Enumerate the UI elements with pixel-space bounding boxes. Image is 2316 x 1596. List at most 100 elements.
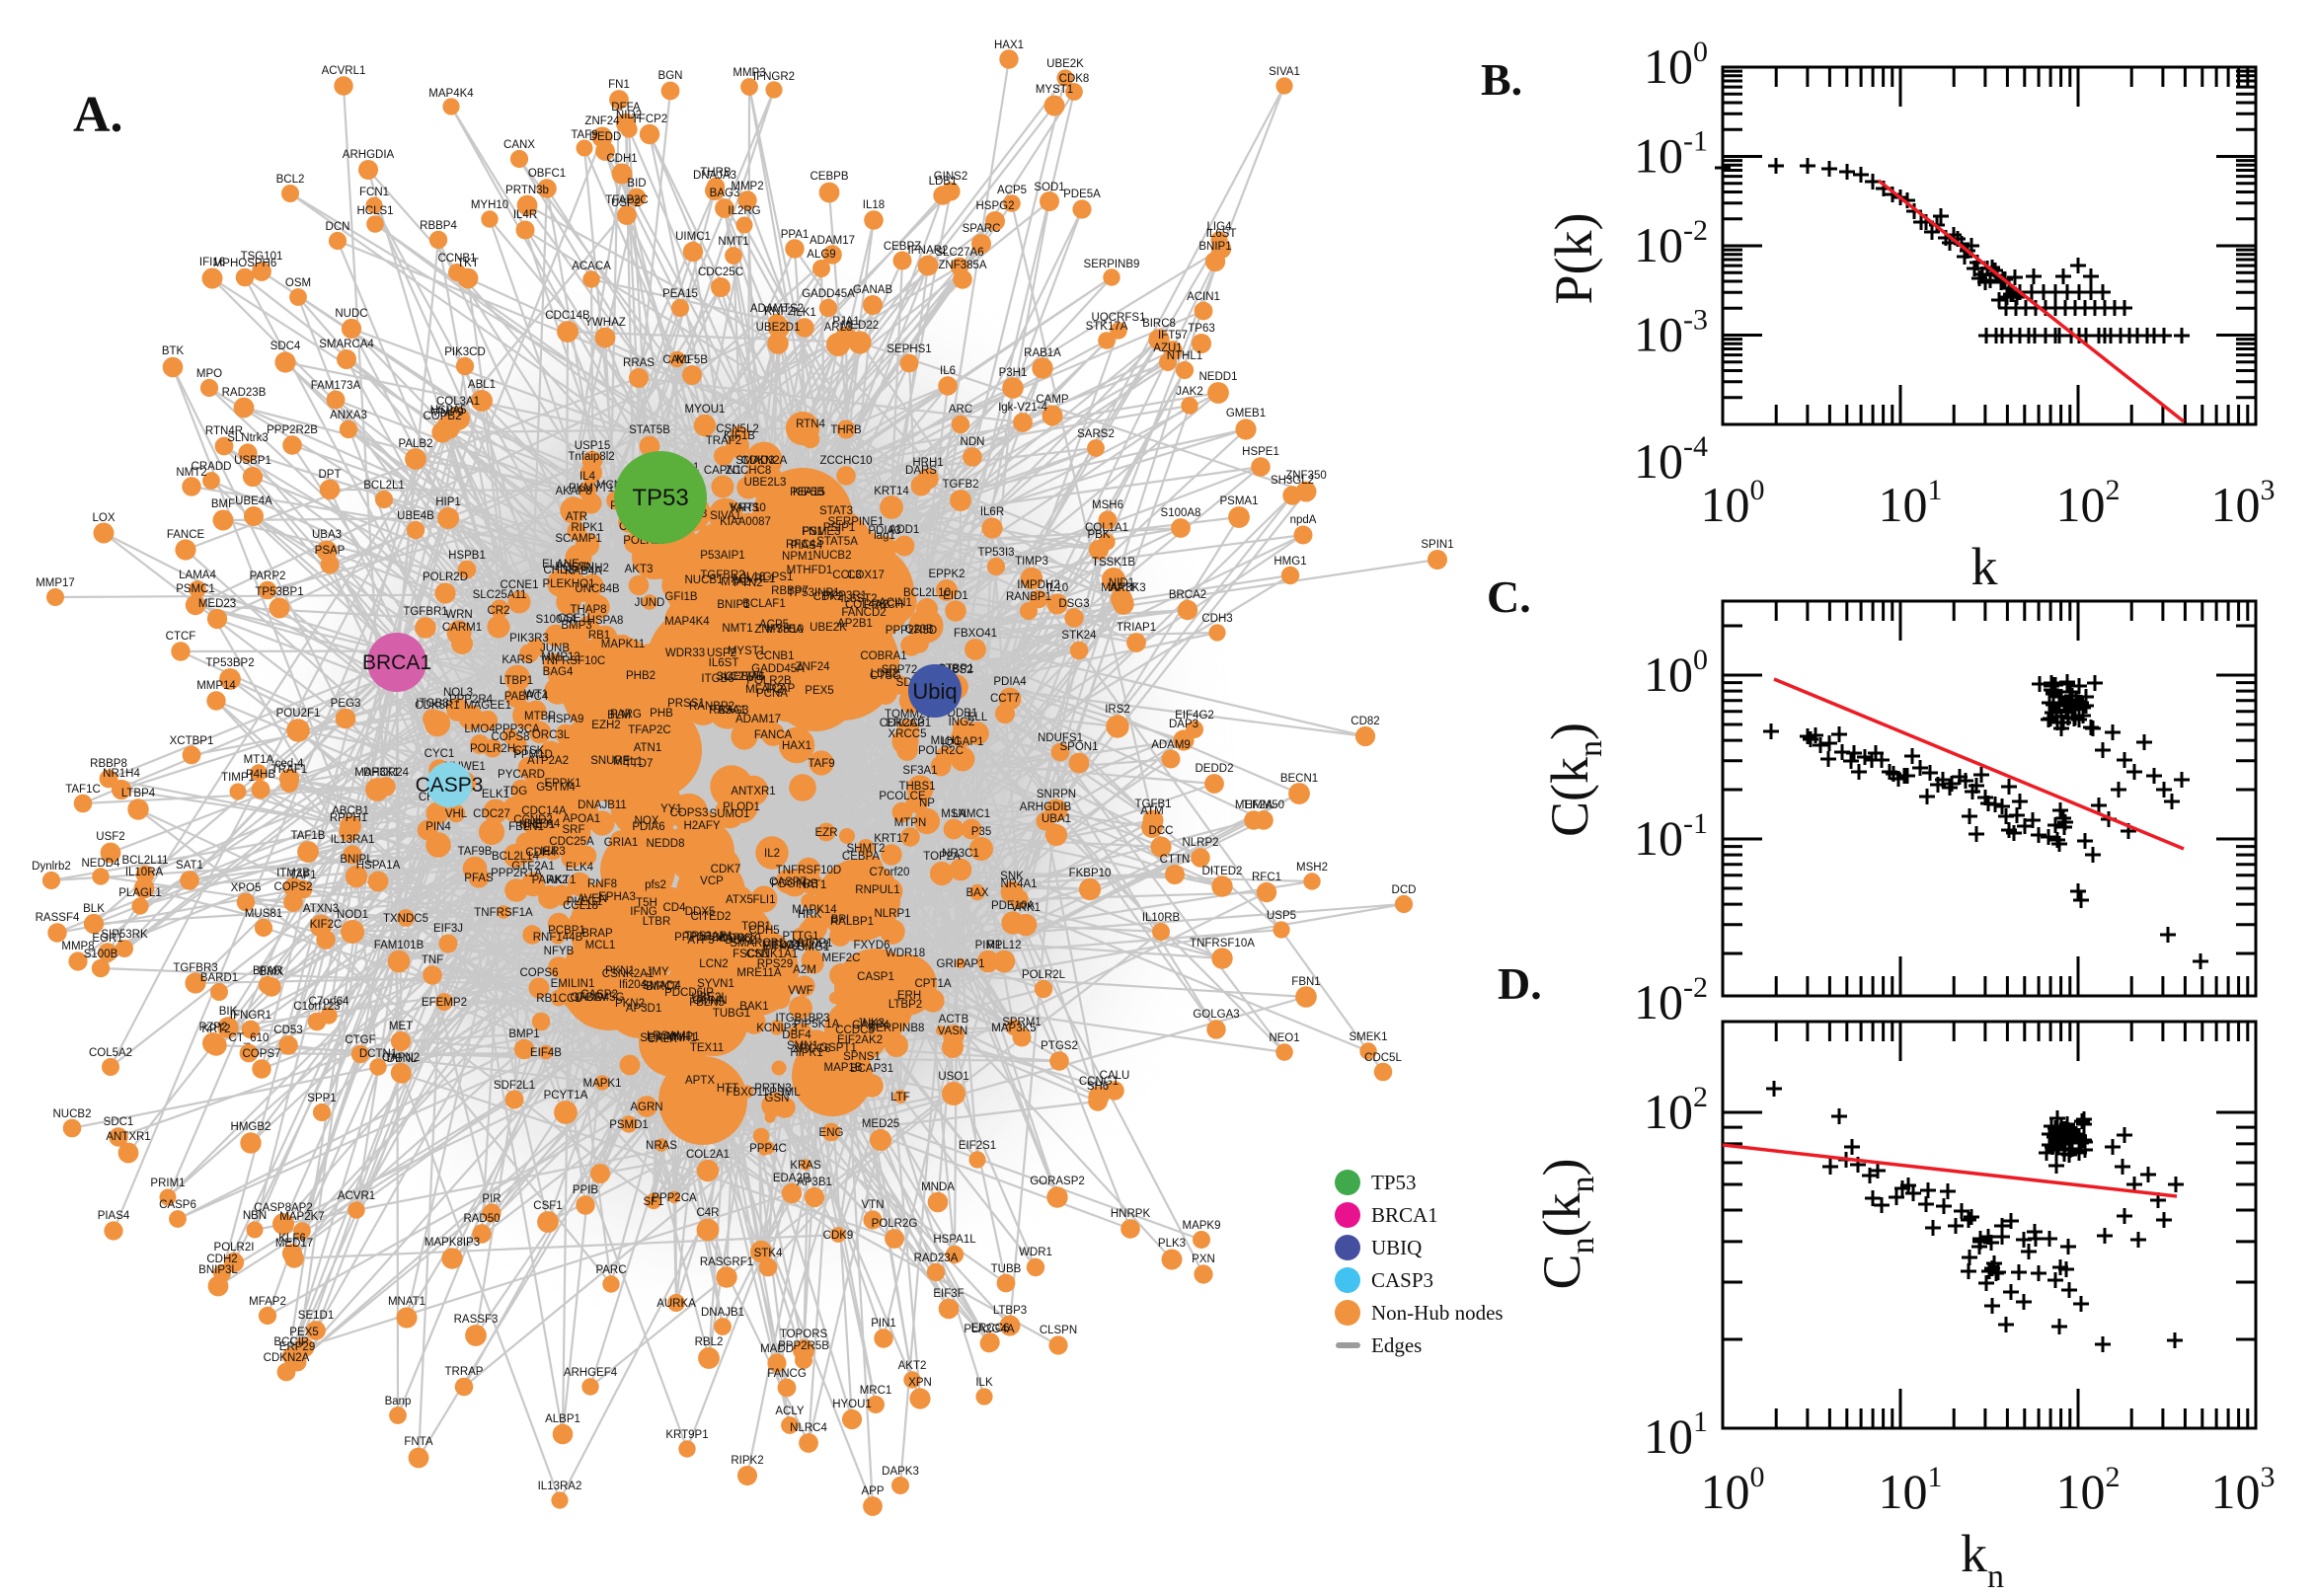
svg-text:PCBP1: PCBP1 [548,925,585,937]
svg-text:ORC3L: ORC3L [532,729,571,741]
svg-text:LAMC1: LAMC1 [953,808,990,820]
svg-text:H2AFY: H2AFY [683,820,720,832]
svg-text:APP: APP [861,1485,884,1497]
svg-text:Banp: Banp [385,1396,412,1407]
svg-text:IL2: IL2 [764,848,780,860]
svg-text:BCL2L10: BCL2L10 [903,587,951,599]
svg-text:MSN: MSN [941,808,966,820]
svg-text:ATN1: ATN1 [634,742,662,754]
svg-text:TP53INP1: TP53INP1 [787,587,839,599]
svg-text:BNIP1: BNIP1 [717,599,749,611]
svg-text:PIR: PIR [482,1193,501,1205]
svg-text:CTCF: CTCF [166,631,196,643]
svg-text:MTHFD1: MTHFD1 [787,565,833,576]
svg-text:TRAF2: TRAF2 [706,435,741,447]
svg-text:TCAP: TCAP [765,683,796,695]
svg-text:LOX: LOX [92,512,115,524]
svg-text:PDIA4: PDIA4 [993,676,1027,688]
svg-text:YWHAZ: YWHAZ [584,317,626,329]
svg-text:LMO4: LMO4 [464,723,496,735]
svg-text:CDK9: CDK9 [823,1230,854,1242]
svg-text:PRSS1: PRSS1 [667,698,705,710]
svg-text:EFEMP2: EFEMP2 [422,997,467,1009]
svg-text:SERPINH1: SERPINH1 [640,1032,697,1044]
svg-text:CD4: CD4 [662,902,686,914]
svg-text:CEBPB: CEBPB [811,171,849,183]
svg-text:T5H: T5H [636,897,657,909]
svg-text:SPIN1: SPIN1 [1421,539,1453,551]
svg-text:ATP2A2: ATP2A2 [527,755,569,767]
svg-text:EIF3J: EIF3J [433,923,463,935]
svg-text:CSF1: CSF1 [533,1200,562,1212]
svg-text:ELK1: ELK1 [482,789,509,800]
svg-text:P(k): P(k) [1544,213,1603,305]
svg-text:USP2: USP2 [707,647,736,659]
svg-text:S100A4: S100A4 [536,614,578,626]
svg-text:NR3C1: NR3C1 [942,848,979,860]
svg-text:SCAMP1: SCAMP1 [555,533,601,545]
svg-text:RNF2: RNF2 [764,306,794,318]
svg-text:SRF: SRF [563,824,585,836]
svg-text:VHL: VHL [445,808,468,820]
svg-text:POLR2I: POLR2I [214,1242,255,1254]
svg-text:AATF: AATF [1110,582,1138,594]
svg-text:PARP2: PARP2 [250,570,286,582]
svg-text:SARS2: SARS2 [1077,428,1115,440]
svg-text:TAF1C: TAF1C [65,784,101,796]
svg-text:KARS: KARS [502,654,533,666]
svg-text:HAX1: HAX1 [782,740,811,752]
svg-text:CRADD: CRADD [192,461,232,473]
svg-text:CSE1L: CSE1L [558,613,594,625]
svg-text:DPT: DPT [319,469,342,481]
svg-text:COPS6: COPS6 [520,967,559,979]
svg-text:IL2RG: IL2RG [728,205,760,217]
svg-text:AP3B1: AP3B1 [797,1177,832,1188]
svg-text:TP53BP2: TP53BP2 [205,657,254,669]
svg-text:MYH10: MYH10 [766,624,804,636]
svg-text:RNF144B: RNF144B [533,932,583,944]
svg-text:IFT57: IFT57 [1158,330,1188,342]
svg-text:CTSG: CTSG [870,670,901,682]
svg-text:SOD1: SOD1 [1034,182,1064,193]
svg-text:USF2: USF2 [96,831,124,843]
svg-text:COL2A1: COL2A1 [686,1149,730,1161]
svg-text:PPIB: PPIB [573,1184,599,1196]
svg-text:RBBP7: RBBP7 [771,585,809,597]
svg-text:S100A8: S100A8 [1161,507,1201,519]
svg-text:BCL2L14: BCL2L14 [492,851,540,863]
svg-text:MT1A: MT1A [244,754,274,766]
svg-text:IL18: IL18 [863,199,885,211]
svg-text:BLM: BLM [607,710,631,722]
svg-text:CLSPN: CLSPN [1040,1325,1077,1336]
svg-text:FNTA: FNTA [404,1436,433,1448]
svg-text:PFAS: PFAS [464,873,494,884]
svg-text:lag1: lag1 [874,530,895,542]
svg-text:TEX11: TEX11 [690,1042,724,1054]
svg-text:IL10RB: IL10RB [1142,912,1181,924]
svg-text:RPL12: RPL12 [986,940,1021,951]
svg-text:CCT7: CCT7 [990,693,1020,705]
svg-text:PIN4: PIN4 [425,821,451,833]
svg-text:IL6ST: IL6ST [1206,228,1237,240]
svg-text:KIF5B: KIF5B [676,354,708,366]
svg-text:XRCC5: XRCC5 [888,728,927,740]
svg-text:OBFC1: OBFC1 [528,168,566,180]
svg-text:ARHGDIB: ARHGDIB [1020,801,1072,813]
svg-text:PCYT1A: PCYT1A [544,1090,588,1102]
svg-text:POLR2L: POLR2L [1022,969,1066,981]
svg-text:CD53: CD53 [273,1025,302,1036]
svg-text:ITGB1BP3: ITGB1BP3 [776,1013,830,1025]
svg-text:SAT1: SAT1 [176,860,203,872]
svg-text:A.: A. [73,87,123,143]
svg-text:FN1: FN1 [802,526,823,538]
svg-text:CDC14A: CDC14A [521,805,567,817]
svg-text:GOLGA3: GOLGA3 [1193,1009,1239,1021]
svg-text:KRAS: KRAS [790,1160,821,1172]
svg-text:IL6R: IL6R [980,506,1004,518]
svg-text:MAP4K4: MAP4K4 [428,88,474,100]
svg-text:PTTG1: PTTG1 [782,931,818,943]
svg-text:CDC5L: CDC5L [1364,1052,1402,1064]
svg-text:MMP3: MMP3 [733,67,765,79]
svg-text:BNIP1: BNIP1 [1198,241,1231,253]
svg-text:PKN1: PKN1 [605,965,635,977]
